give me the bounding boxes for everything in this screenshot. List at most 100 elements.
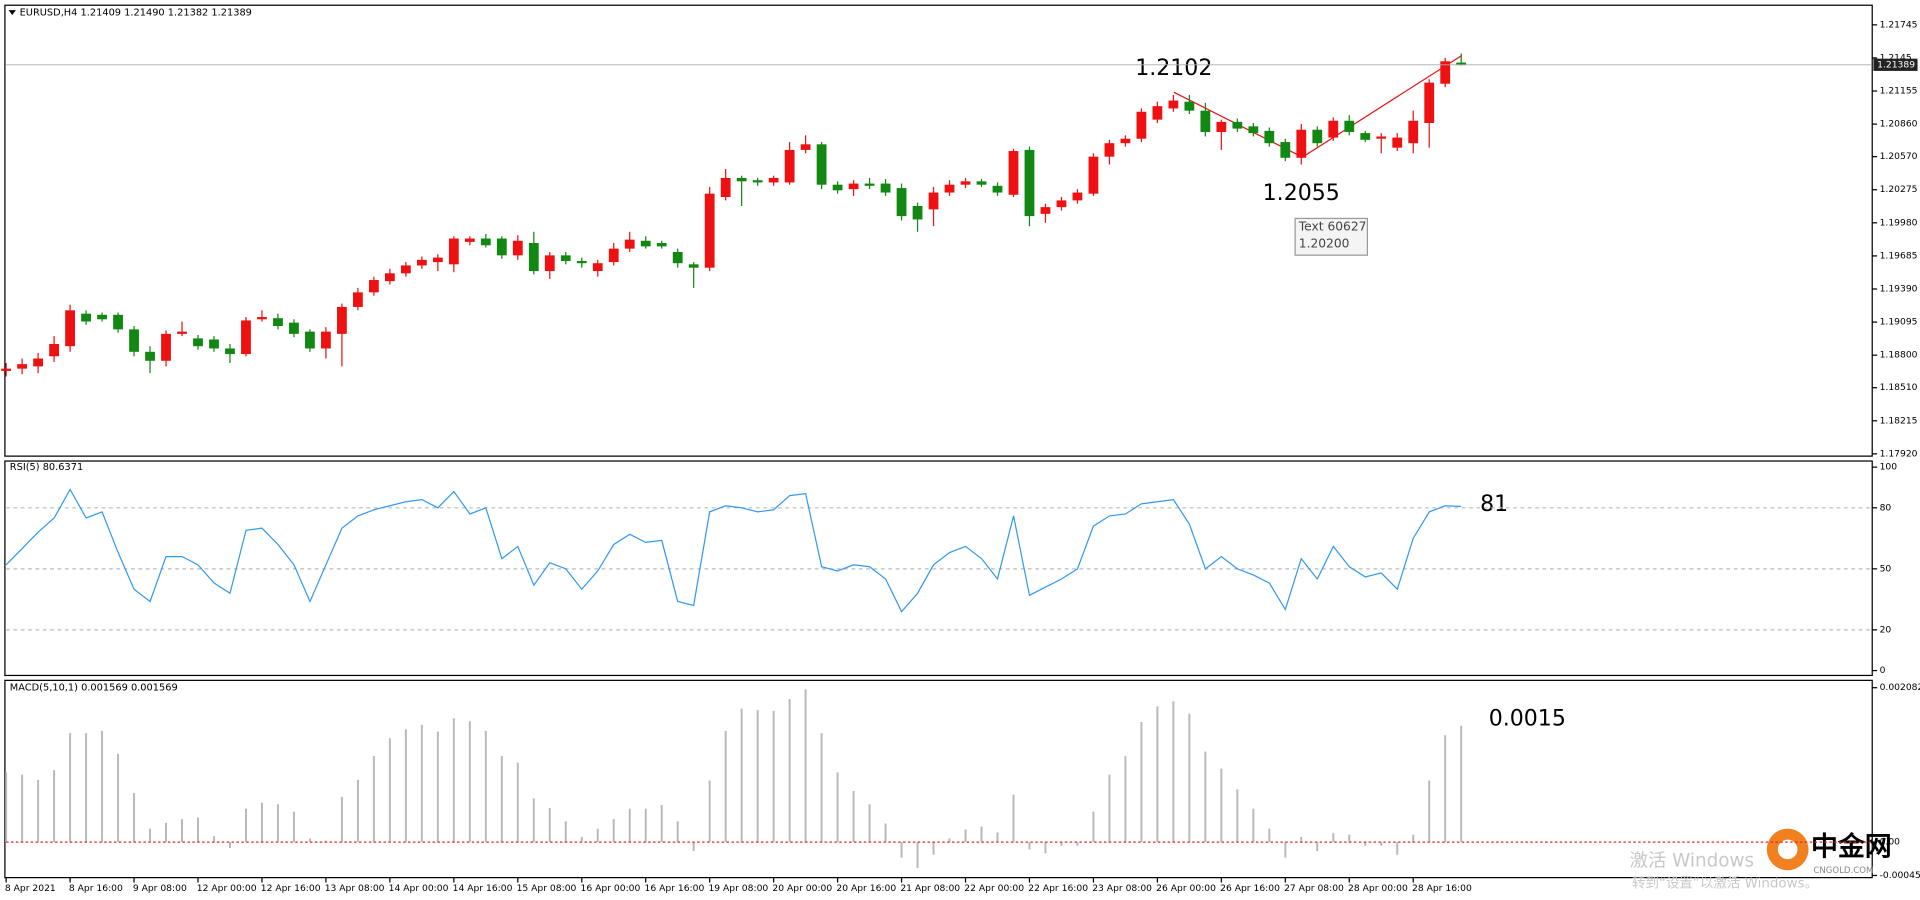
candle-body <box>1232 121 1243 129</box>
watermark: 激活 Windows <box>1630 851 1755 872</box>
candle-body <box>113 314 123 330</box>
candle-body <box>1136 111 1147 139</box>
candle-body <box>1184 101 1195 111</box>
y-tick-label: 1.2145 <box>1880 52 1912 63</box>
y-tick-label: 100 <box>1880 462 1898 473</box>
candle-body <box>1296 129 1307 158</box>
candle-body <box>832 184 843 191</box>
y-tick-label: 1.21155 <box>1880 86 1918 97</box>
candle-body <box>512 240 523 256</box>
candle-body <box>1008 151 1019 195</box>
candle-body <box>1120 138 1131 144</box>
candle-body <box>368 280 379 293</box>
candle-body <box>1312 129 1323 144</box>
x-tick-label: 13 Apr 08:00 <box>325 883 385 894</box>
candle-body <box>161 333 171 361</box>
candle-body <box>1280 142 1291 158</box>
candle-body <box>1408 120 1419 144</box>
candle-body <box>1392 137 1403 148</box>
x-tick-label: 23 Apr 08:00 <box>1092 883 1152 894</box>
main-panel <box>4 4 1873 457</box>
candle-body <box>800 144 811 150</box>
y-tick-label: 1.20570 <box>1880 151 1918 162</box>
y-tick-label: 80 <box>1880 502 1892 513</box>
x-tick-label: 8 Apr 2021 <box>5 883 56 894</box>
y-tick-label: 1.18510 <box>1880 382 1918 393</box>
candle-body <box>129 329 139 352</box>
candle-body <box>225 348 235 355</box>
y-tick-label: 1.21745 <box>1880 19 1918 30</box>
candle-body <box>400 265 411 274</box>
y-tick-label: 50 <box>1880 563 1892 574</box>
y-tick-label: 1.18800 <box>1880 350 1918 361</box>
y-tick-label: -0.00045 <box>1880 870 1920 881</box>
candle-body <box>480 238 491 246</box>
y-tick-label: 0.00 <box>1880 837 1901 848</box>
x-tick-label: 27 Apr 08:00 <box>1284 883 1344 894</box>
candle-body <box>1360 133 1371 140</box>
candle-body <box>736 177 747 182</box>
candle-body <box>528 243 539 272</box>
tooltip <box>1294 217 1369 256</box>
x-tick-label: 22 Apr 00:00 <box>964 883 1024 894</box>
candle-body <box>912 206 923 220</box>
candle-body <box>1 368 12 371</box>
candle-body <box>768 177 779 183</box>
candle-body <box>273 318 283 327</box>
candle-body <box>1168 100 1179 109</box>
candle-body <box>496 238 507 256</box>
candle-body <box>1104 143 1115 157</box>
x-tick-label: 26 Apr 00:00 <box>1156 883 1216 894</box>
x-tick-label: 8 Apr 16:00 <box>69 883 123 894</box>
y-tick-label: 1.19980 <box>1880 217 1918 228</box>
rsi-panel <box>4 460 1873 677</box>
candle-body <box>416 259 427 266</box>
candle-body <box>193 338 203 347</box>
candle-body <box>1424 82 1435 123</box>
candle-body <box>1072 192 1083 201</box>
candle-body <box>816 144 827 185</box>
y-tick-label: 0 <box>1880 665 1886 676</box>
x-tick-label: 9 Apr 08:00 <box>133 883 187 894</box>
menu-arrow <box>8 10 16 16</box>
x-tick-label: 12 Apr 00:00 <box>197 883 257 894</box>
logo-inner <box>1777 839 1798 860</box>
candle-body <box>976 181 987 185</box>
y-tick-label: 1.19095 <box>1880 317 1918 328</box>
candle-body <box>1200 110 1211 132</box>
candle-body <box>544 255 555 272</box>
y-tick-label: 0.002082 <box>1880 682 1920 693</box>
x-tick-label: 15 Apr 08:00 <box>517 883 577 894</box>
macd-panel <box>4 679 1873 879</box>
y-tick-label: 1.19390 <box>1880 284 1918 295</box>
y-tick-label: 1.17920 <box>1880 448 1918 459</box>
annotation: 1.2055 <box>1263 181 1340 206</box>
y-tick-label: 1.18215 <box>1880 415 1918 426</box>
x-tick-label: 19 Apr 08:00 <box>708 883 768 894</box>
candle-body <box>1264 130 1275 144</box>
candle-body <box>1024 149 1035 217</box>
candle-body <box>608 248 619 263</box>
candle-body <box>97 314 107 320</box>
macd-title: MACD(5,10,1) 0.001569 0.001569 <box>10 683 178 694</box>
x-tick-label: 22 Apr 16:00 <box>1028 883 1088 894</box>
annotation: 81 <box>1480 492 1508 517</box>
candle-body <box>1456 62 1467 65</box>
candle-body <box>448 238 459 265</box>
candle-body <box>848 183 859 190</box>
candle-body <box>257 317 267 320</box>
x-tick-label: 16 Apr 00:00 <box>581 883 641 894</box>
candle-body <box>65 310 75 347</box>
x-tick-label: 20 Apr 16:00 <box>836 883 896 894</box>
candle-body <box>960 181 971 185</box>
x-tick-label: 16 Apr 16:00 <box>644 883 704 894</box>
candle-body <box>1376 136 1387 139</box>
logo-sub: CNGOLD.COM <box>1813 866 1873 876</box>
logo-text: 中金网 <box>1811 831 1892 863</box>
watermark: 转到“设置”以激活 Windows。 <box>1632 876 1818 892</box>
candle-body <box>624 239 635 249</box>
tooltip-text: Text 60627 <box>1298 220 1367 234</box>
x-tick-label: 28 Apr 00:00 <box>1348 883 1408 894</box>
